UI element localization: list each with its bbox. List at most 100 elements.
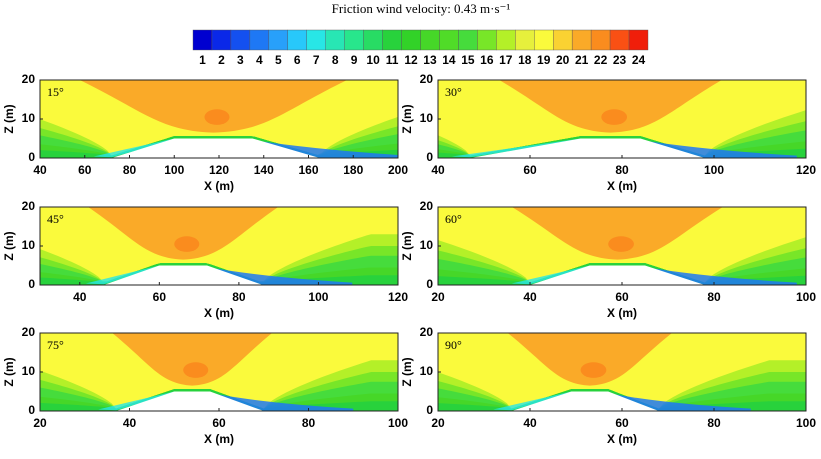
contour-band [85, 265, 160, 285]
colorbar-label: 2 [218, 53, 225, 67]
x-tick-label: 100 [704, 163, 724, 177]
colorbar-cell [534, 29, 554, 51]
colorbar-cell [268, 29, 288, 51]
contour-band [640, 140, 797, 158]
y-tick-label: 10 [22, 238, 36, 252]
y-tick-label: 0 [426, 150, 433, 164]
colorbar-label: 14 [442, 53, 456, 67]
terrain [438, 391, 806, 411]
contour-band [79, 80, 348, 133]
terrain [438, 265, 806, 285]
contour-band [112, 333, 273, 386]
panel: 45° 40 60 80 100 120 0 10 20 X (m) Z (m) [2, 199, 408, 320]
terrain [40, 265, 398, 285]
x-tick-label: 100 [308, 290, 328, 304]
colorbar-cell [249, 29, 270, 51]
y-axis-label: Z (m) [400, 357, 414, 386]
panel: 60° 20 40 60 80 100 0 10 20 X (m) Z (m) [400, 199, 816, 320]
colorbar-cell [458, 29, 478, 51]
x-tick-label: 80 [302, 416, 316, 430]
colorbar-cell [344, 29, 364, 51]
x-tick-label: 20 [33, 416, 47, 430]
colorbar-cell [306, 29, 326, 51]
colorbar-cell [477, 29, 497, 51]
x-axis-label: X (m) [204, 179, 234, 193]
colorbar-cell [192, 29, 213, 51]
contour-band [608, 393, 751, 411]
colorbar-label: 13 [423, 53, 437, 67]
panel: 15° 40 60 80 100 120 140 160 180 200 0 10 20 X (m) Z (… [2, 72, 408, 193]
colorbar-label: 7 [313, 53, 320, 67]
x-tick-label: 60 [153, 290, 167, 304]
contour-band [580, 362, 607, 378]
panel: 75° 20 40 60 80 100 0 10 20 X (m) Z (m) [2, 325, 408, 446]
contour-band [608, 236, 634, 252]
x-tick-label: 120 [796, 163, 816, 177]
x-tick-label: 40 [431, 163, 445, 177]
field [438, 207, 806, 285]
x-tick-label: 100 [796, 416, 816, 430]
colorbar-label: 21 [575, 53, 589, 67]
x-tick-label: 60 [523, 163, 537, 177]
x-tick-label: 20 [431, 416, 445, 430]
x-tick-label: 60 [615, 416, 629, 430]
contour-band [204, 109, 230, 125]
x-tick-label: 40 [523, 416, 537, 430]
x-tick-label: 120 [388, 290, 408, 304]
contour-band [645, 267, 797, 285]
colorbar-cell [515, 29, 535, 51]
x-tick-label: 140 [254, 163, 274, 177]
field [40, 333, 398, 411]
colorbar-cell [628, 29, 649, 51]
panel: 30° 40 60 80 100 120 0 10 20 X (m) Z (m) [400, 72, 816, 193]
colorbar-label: 8 [332, 53, 339, 67]
contour-band [174, 236, 200, 252]
colorbar-cell [325, 29, 345, 51]
x-axis-label: X (m) [204, 432, 234, 446]
x-axis-label: X (m) [607, 179, 637, 193]
y-tick-label: 0 [28, 150, 35, 164]
colorbar-label: 16 [480, 53, 494, 67]
contour-band [252, 140, 398, 158]
panel-label: 30° [445, 85, 462, 99]
x-tick-label: 40 [123, 416, 137, 430]
colorbar-label: 5 [275, 53, 282, 67]
y-tick-label: 0 [426, 403, 433, 417]
colorbar-label: 9 [351, 53, 358, 67]
colorbar-label: 22 [594, 53, 608, 67]
x-tick-label: 40 [73, 290, 87, 304]
x-tick-label: 180 [343, 163, 363, 177]
colorbar-label: 3 [237, 53, 244, 67]
field [40, 207, 398, 285]
y-tick-label: 10 [22, 364, 36, 378]
contour-band [493, 391, 572, 411]
y-axis-label: Z (m) [2, 357, 16, 386]
colorbar-label: 15 [461, 53, 475, 67]
x-tick-label: 100 [388, 416, 408, 430]
contour-band [183, 362, 209, 378]
colorbar-cell [590, 29, 611, 51]
x-tick-label: 100 [796, 290, 816, 304]
colorbar-cell [211, 29, 232, 51]
y-tick-label: 20 [22, 199, 36, 213]
y-tick-label: 20 [22, 72, 36, 86]
field [438, 80, 806, 158]
contour-band [207, 267, 353, 285]
colorbar-cell [609, 29, 630, 51]
colorbar-cell [420, 29, 440, 51]
y-tick-label: 10 [420, 238, 434, 252]
contour-band [601, 109, 628, 125]
y-tick-label: 0 [28, 277, 35, 291]
y-tick-label: 20 [420, 72, 434, 86]
colorbar-label: 23 [613, 53, 627, 67]
x-tick-label: 40 [33, 163, 47, 177]
y-tick-label: 10 [420, 111, 434, 125]
x-axis-label: X (m) [607, 432, 637, 446]
panel: 90° 20 40 60 80 100 0 10 20 X (m) Z (m) [400, 325, 816, 446]
colorbar-label: 19 [537, 53, 551, 67]
colorbar-cell [553, 29, 573, 51]
y-axis-label: Z (m) [400, 231, 414, 260]
x-tick-label: 80 [707, 416, 721, 430]
colorbar-cell [363, 29, 383, 51]
